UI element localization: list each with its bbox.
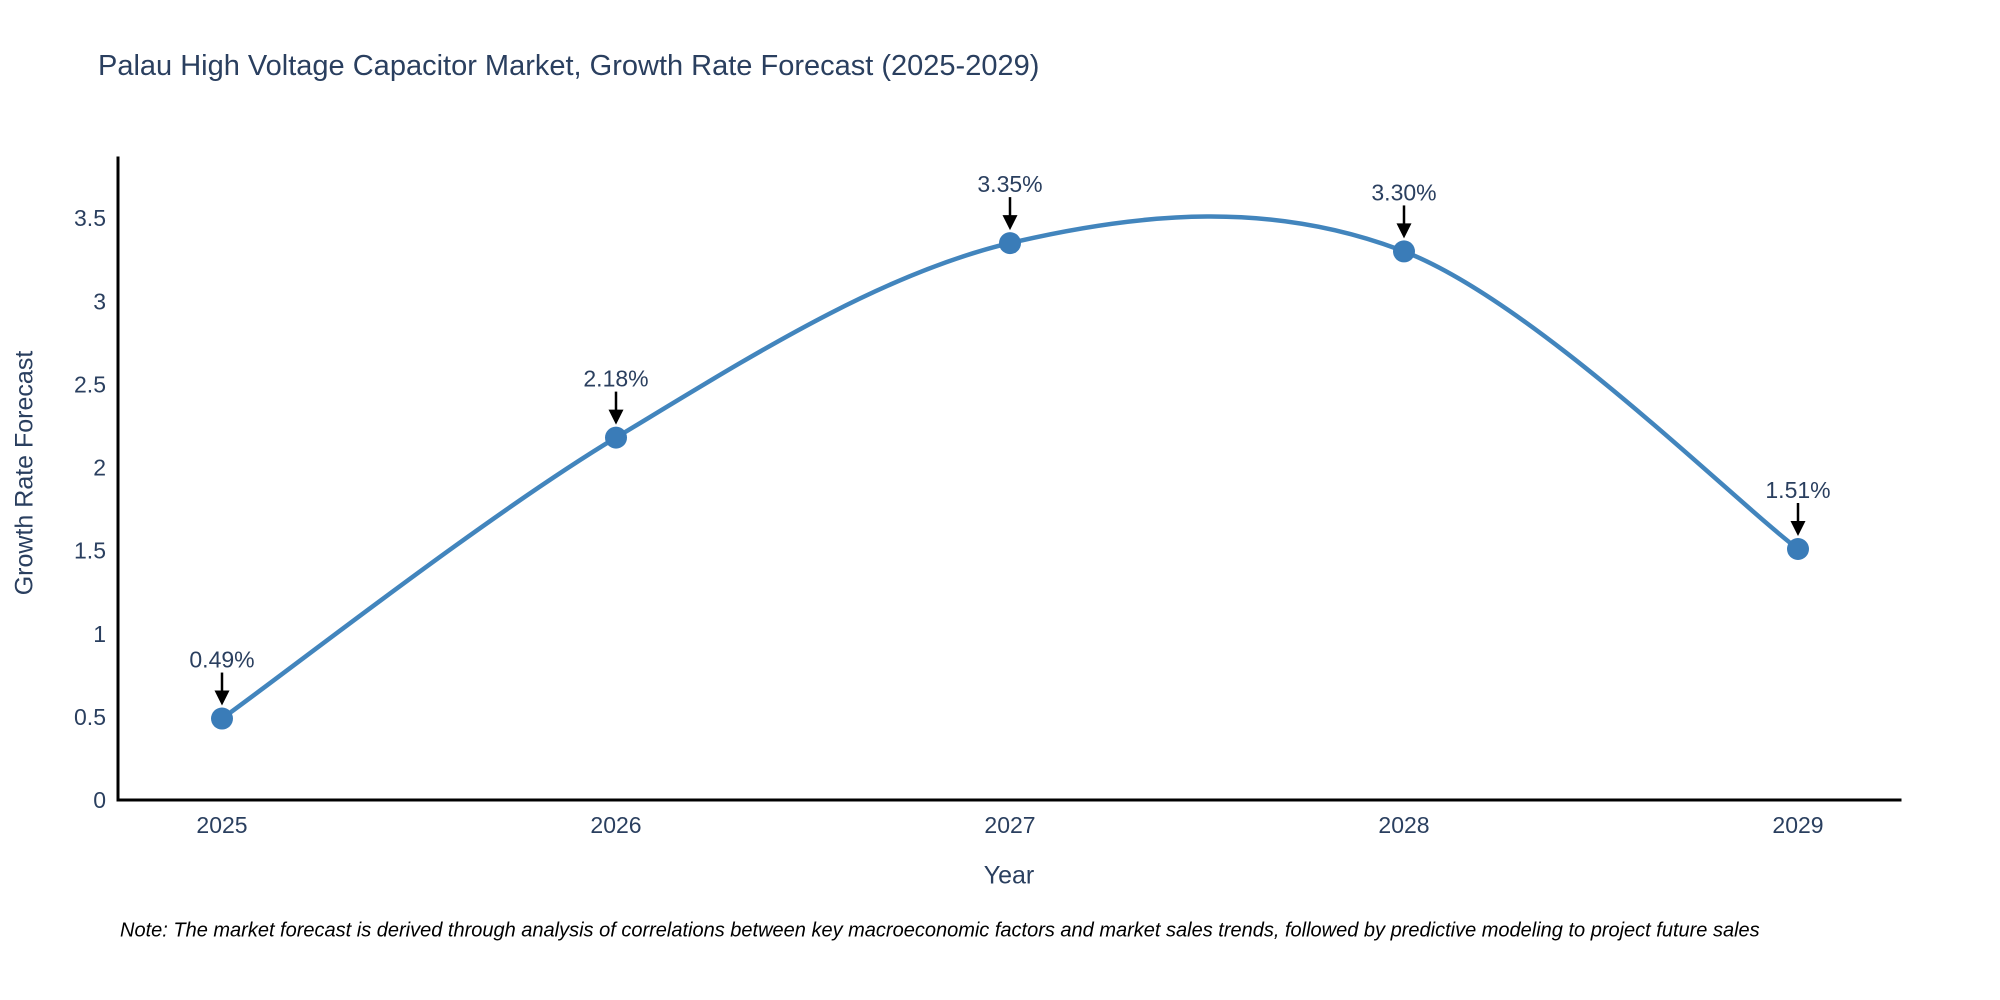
trend-line	[220, 214, 1800, 721]
data-point-marker	[1787, 537, 1809, 560]
annotation-arrow-head	[214, 690, 230, 706]
y-tick-label: 2	[93, 455, 106, 481]
data-point-label: 3.30%	[1371, 179, 1436, 205]
data-point-label: 0.49%	[189, 647, 254, 673]
annotation-arrow-head	[608, 409, 624, 425]
y-tick-label: 1	[93, 621, 106, 647]
data-point-label: 1.51%	[1765, 477, 1830, 503]
data-point-marker	[1393, 240, 1415, 263]
annotation-arrow-head	[1790, 520, 1806, 536]
data-point-marker	[605, 426, 627, 449]
chart-title: Palau High Voltage Capacitor Market, Gro…	[98, 50, 1040, 82]
x-tick-label: 2026	[590, 812, 641, 838]
footnote: Note: The market forecast is derived thr…	[120, 919, 1760, 942]
x-tick-label: 2029	[1772, 812, 1823, 838]
y-tick-label: 3.5	[74, 205, 106, 231]
data-point-label: 3.35%	[977, 171, 1042, 197]
x-tick-label: 2027	[984, 812, 1035, 838]
annotation-arrow-head	[1396, 223, 1412, 239]
y-tick-label: 0	[93, 787, 106, 813]
x-tick-label: 2025	[196, 812, 247, 838]
y-tick-label: 2.5	[74, 371, 106, 397]
data-point-marker	[211, 707, 233, 730]
axis-lines	[116, 156, 1902, 802]
y-axis-title: Growth Rate Forecast	[10, 350, 39, 596]
y-tick-label: 3	[93, 288, 106, 314]
data-point-label: 2.18%	[583, 366, 648, 392]
x-axis-title: Year	[983, 861, 1035, 890]
x-tick-label: 2028	[1378, 812, 1429, 838]
annotation-arrow-head	[1002, 215, 1018, 231]
y-tick-label: 1.5	[74, 538, 106, 564]
data-point-marker	[999, 232, 1021, 255]
y-tick-label: 0.5	[74, 704, 106, 730]
